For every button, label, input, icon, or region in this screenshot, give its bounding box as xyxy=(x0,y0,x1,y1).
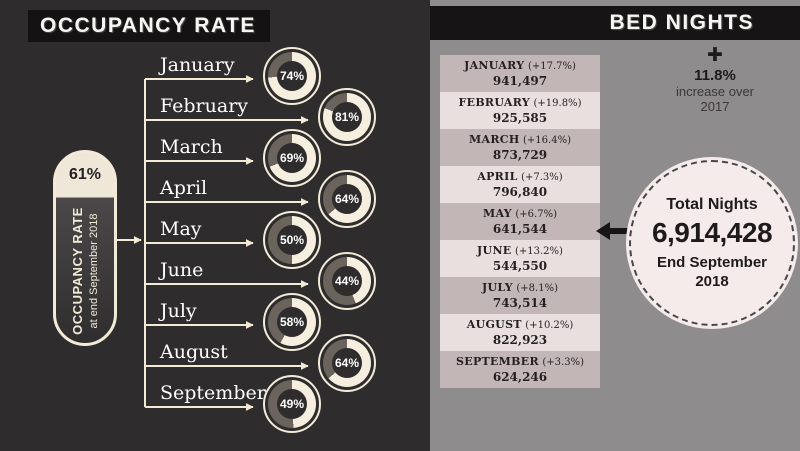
row-change: (+19.8%) xyxy=(533,98,582,109)
occupancy-gauge-august: 64% xyxy=(318,334,376,392)
occupancy-gauge-april: 64% xyxy=(318,170,376,228)
month-label-march: March xyxy=(160,136,223,158)
bed-nights-header-bar: BED NIGHTS xyxy=(430,6,800,40)
month-label-may: May xyxy=(160,218,202,240)
increase-caption-line1: increase over xyxy=(675,84,755,99)
row-value: 941,497 xyxy=(492,74,548,88)
total-sub-line1: End September xyxy=(656,253,768,271)
occupancy-gauge-january: 74% xyxy=(263,47,321,105)
gauge-value: 69% xyxy=(277,143,307,173)
row-value: 641,544 xyxy=(492,222,548,236)
row-month: MARCH xyxy=(469,133,520,146)
occupancy-gauge-february: 81% xyxy=(318,88,376,146)
bed-nights-row-may: MAY (+6.7%) 641,544 xyxy=(440,203,600,240)
row-change: (+3.3%) xyxy=(542,357,584,368)
gauge-value: 58% xyxy=(277,307,307,337)
total-nights-circle: Total Nights 6,914,428 End September 201… xyxy=(626,157,798,329)
occupancy-panel: OCCUPANCY RATE xyxy=(0,0,430,451)
row-change: (+16.4%) xyxy=(523,135,571,146)
row-month: APRIL xyxy=(477,170,518,183)
row-change: (+17.7%) xyxy=(527,61,576,72)
total-label: Total Nights xyxy=(666,195,758,213)
increase-caption-line2: 2017 xyxy=(700,99,730,114)
gauge-value: 44% xyxy=(332,266,362,296)
overall-occupancy-value: 61% xyxy=(68,166,102,183)
row-value: 796,840 xyxy=(492,185,548,199)
bed-nights-row-april: APRIL (+7.3%) 796,840 xyxy=(440,166,600,203)
bed-nights-row-july: JULY (+8.1%) 743,514 xyxy=(440,277,600,314)
total-value: 6,914,428 xyxy=(651,216,773,248)
occupancy-gauge-may: 50% xyxy=(263,211,321,269)
occupancy-header-bar: OCCUPANCY RATE xyxy=(28,10,270,42)
bed-nights-row-january: JANUARY (+17.7%) 941,497 xyxy=(440,55,600,92)
occupancy-title: OCCUPANCY RATE xyxy=(40,14,256,37)
month-label-july: July xyxy=(160,300,197,322)
occupancy-summary-pill: 61% OCCUPANCY RATE at end September 2018 xyxy=(53,150,117,346)
row-value: 624,246 xyxy=(492,370,548,384)
bed-nights-row-august: AUGUST (+10.2%) 822,923 xyxy=(440,314,600,351)
occupancy-gauge-september: 49% xyxy=(263,375,321,433)
bed-nights-row-september: SEPTEMBER (+3.3%) 624,246 xyxy=(440,351,600,388)
row-month: AUGUST xyxy=(466,318,522,331)
row-change: (+10.2%) xyxy=(525,320,574,331)
occupancy-gauge-june: 44% xyxy=(318,252,376,310)
bed-nights-row-february: FEBRUARY (+19.8%) 925,585 xyxy=(440,92,600,129)
month-label-april: April xyxy=(160,177,208,199)
pill-label-line1: OCCUPANCY RATE xyxy=(69,207,85,335)
row-month: SEPTEMBER xyxy=(456,355,539,368)
month-label-january: January xyxy=(160,54,235,76)
total-sub-line2: 2018 xyxy=(695,272,729,290)
month-label-february: February xyxy=(160,95,249,117)
bed-nights-list: JANUARY (+17.7%) 941,497 FEBRUARY (+19.8… xyxy=(440,55,600,388)
row-month: JULY xyxy=(482,281,513,294)
row-value: 822,923 xyxy=(492,333,548,347)
bed-nights-row-june: JUNE (+13.2%) 544,550 xyxy=(440,240,600,277)
gauge-value: 81% xyxy=(332,102,362,132)
row-value: 873,729 xyxy=(492,148,548,162)
row-month: JANUARY xyxy=(464,59,525,72)
month-label-august: August xyxy=(160,341,228,363)
bed-nights-title: BED NIGHTS xyxy=(609,11,754,34)
row-value: 743,514 xyxy=(492,296,548,310)
gauge-value: 49% xyxy=(277,389,307,419)
row-change: (+7.3%) xyxy=(521,172,563,183)
gauge-value: 74% xyxy=(277,61,307,91)
row-change: (+13.2%) xyxy=(514,246,563,257)
increase-percent: 11.8% xyxy=(694,67,736,84)
row-value: 544,550 xyxy=(492,259,548,273)
gauge-value: 64% xyxy=(332,184,362,214)
row-month: FEBRUARY xyxy=(458,96,531,109)
month-label-september: September xyxy=(160,382,266,404)
row-value: 925,585 xyxy=(492,111,548,125)
bed-nights-row-march: MARCH (+16.4%) 873,729 xyxy=(440,129,600,166)
left-arrow-icon xyxy=(596,222,630,240)
pill-label-line2: at end September 2018 xyxy=(87,213,100,329)
month-label-june: June xyxy=(160,259,204,281)
bed-nights-panel: BED NIGHTS JANUARY (+17.7%) 941,497 FEBR… xyxy=(430,0,800,451)
occupancy-gauge-march: 69% xyxy=(263,129,321,187)
yoy-increase-badge: ✚ 11.8% increase over 2017 xyxy=(665,45,765,115)
pill-rotated-label: OCCUPANCY RATE at end September 2018 xyxy=(69,207,101,335)
gauge-value: 64% xyxy=(332,348,362,378)
gauge-value: 50% xyxy=(277,225,307,255)
row-month: JUNE xyxy=(477,244,512,257)
plus-icon: ✚ xyxy=(707,45,723,66)
row-change: (+8.1%) xyxy=(516,283,558,294)
row-change: (+6.7%) xyxy=(515,209,557,220)
row-month: MAY xyxy=(482,207,512,220)
occupancy-gauge-july: 58% xyxy=(263,293,321,351)
